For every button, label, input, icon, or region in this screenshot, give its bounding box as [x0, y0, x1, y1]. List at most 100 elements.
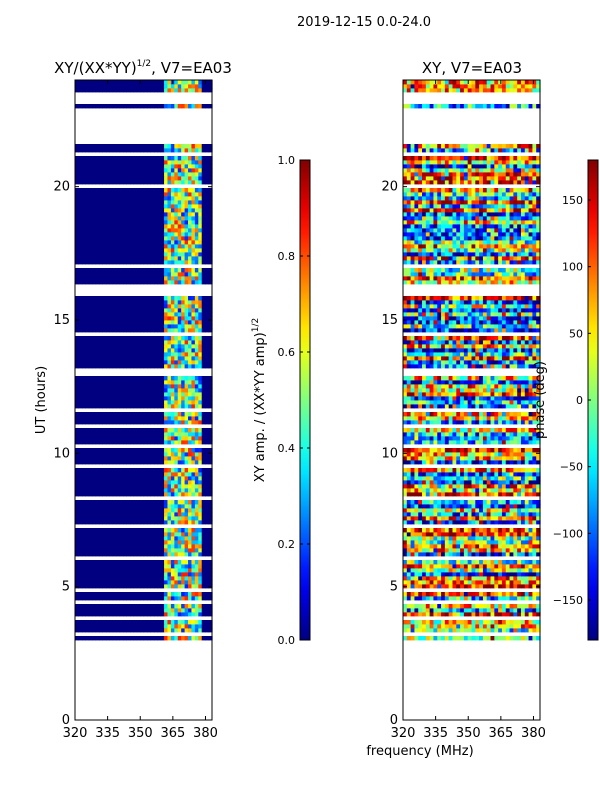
heatmap-cell [143, 592, 148, 597]
heatmap-cell [95, 240, 100, 245]
heatmap-cell [126, 528, 131, 533]
heatmap-cell [105, 84, 110, 89]
heatmap-cell [198, 228, 203, 233]
heatmap-cell [81, 380, 86, 385]
heatmap-cell [146, 384, 151, 389]
heatmap-cell [157, 272, 162, 277]
heatmap-cell [201, 580, 206, 585]
heatmap-cell [174, 564, 179, 569]
heatmap-cell [88, 416, 93, 421]
heatmap-cell [88, 492, 93, 497]
heatmap-cell [494, 604, 499, 609]
heatmap-cell [116, 168, 121, 173]
heatmap-cell [170, 272, 175, 277]
heatmap-cell [501, 608, 507, 613]
heatmap-cell [177, 84, 182, 89]
heatmap-cell [116, 604, 121, 609]
heatmap-cell [92, 436, 97, 441]
heatmap-cell [198, 160, 203, 165]
heatmap-cell [126, 296, 131, 301]
heatmap-cell [205, 316, 210, 321]
heatmap-cell [532, 636, 537, 641]
heatmap-cell [153, 176, 158, 181]
heatmap-cell [92, 308, 97, 313]
heatmap-cell [109, 340, 114, 345]
heatmap-cell [122, 172, 127, 177]
heatmap-cell [98, 548, 103, 553]
heatmap-cell [105, 220, 110, 225]
heatmap-cell [143, 628, 148, 633]
heatmap-cell [157, 208, 162, 213]
heatmap-cell [95, 144, 100, 149]
heatmap-cell [198, 576, 203, 581]
heatmap-cell [133, 232, 138, 237]
heatmap-cell [88, 620, 93, 625]
heatmap-cell [205, 568, 210, 573]
heatmap-cell [170, 536, 175, 541]
heatmap-cell [181, 596, 186, 601]
heatmap-cell [160, 488, 165, 493]
heatmap-cell [75, 144, 80, 149]
heatmap-cell [170, 348, 175, 353]
heatmap-cell [205, 528, 210, 533]
heatmap-cell [198, 472, 203, 477]
heatmap-cell [136, 472, 141, 477]
heatmap-cell [95, 304, 100, 309]
heatmap-cell [98, 248, 103, 253]
amplitude-colorbar-label: XY amp. / (XX*YY amp)1/2 [251, 318, 268, 482]
heatmap-cell [177, 348, 182, 353]
heatmap-cell [160, 320, 165, 325]
heatmap-cell [471, 636, 476, 641]
heatmap-cell [198, 300, 203, 305]
heatmap-cell [126, 504, 131, 509]
heatmap-cell [133, 428, 138, 433]
heatmap-cell [122, 268, 127, 273]
heatmap-cell [75, 520, 80, 525]
heatmap-cell [513, 604, 518, 609]
heatmap-cell [414, 572, 419, 577]
heatmap-cell [109, 344, 114, 349]
heatmap-cell [78, 352, 83, 357]
heatmap-cell [513, 596, 518, 601]
heatmap-cell [75, 448, 80, 453]
heatmap-cell [75, 224, 80, 229]
heatmap-cell [153, 612, 158, 617]
heatmap-cell [157, 520, 162, 525]
heatmap-cell [460, 612, 465, 617]
heatmap-cell [95, 352, 100, 357]
heatmap-cell [153, 520, 158, 525]
heatmap-cell [122, 468, 127, 473]
heatmap-cell [184, 608, 189, 613]
heatmap-cell [524, 612, 530, 617]
heatmap-cell [153, 300, 158, 305]
heatmap-cell [119, 280, 124, 285]
heatmap-cell [194, 440, 199, 445]
heatmap-cell [194, 84, 199, 89]
heatmap-cell [146, 492, 151, 497]
heatmap-cell [191, 296, 196, 301]
heatmap-cell [146, 168, 151, 173]
heatmap-cell [501, 572, 507, 577]
heatmap-cell [181, 144, 186, 149]
heatmap-cell [153, 204, 158, 209]
heatmap-cell [177, 468, 182, 473]
heatmap-cell [75, 604, 80, 609]
heatmap-cell [536, 596, 541, 601]
heatmap-cell [116, 540, 121, 545]
heatmap-cell [498, 572, 503, 577]
heatmap-cell [181, 528, 186, 533]
heatmap-cell [92, 528, 97, 533]
heatmap-cell [78, 404, 83, 409]
heatmap-cell [167, 316, 172, 321]
heatmap-cell [105, 636, 110, 641]
heatmap-cell [513, 608, 518, 613]
heatmap-cell [177, 436, 182, 441]
heatmap-cell [205, 544, 210, 549]
heatmap-cell [146, 528, 151, 533]
heatmap-cell [85, 324, 90, 329]
heatmap-cell [146, 392, 151, 397]
heatmap-cell [160, 568, 165, 573]
heatmap-cell [95, 180, 100, 185]
heatmap-cell [98, 360, 103, 365]
heatmap-cell [98, 560, 103, 565]
